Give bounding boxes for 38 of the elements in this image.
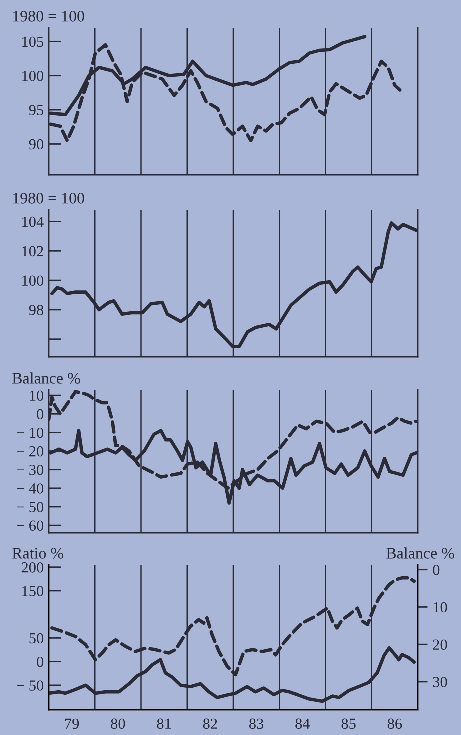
y-tick-label: 102 bbox=[22, 246, 44, 257]
y-tick-label: 98 bbox=[29, 305, 44, 316]
y-tick-label: − 40 bbox=[17, 484, 44, 494]
y-tick-label: − 60 bbox=[17, 520, 44, 532]
y-tick-label: − 50 bbox=[17, 680, 44, 691]
y-tick-label: − 20 bbox=[17, 446, 44, 457]
y-tick-label: 90 bbox=[29, 139, 44, 150]
y2-tick-label: 20 bbox=[433, 640, 448, 650]
y-tick-label: 0 bbox=[37, 409, 44, 420]
y-tick-label: 104 bbox=[22, 216, 44, 228]
y-axis-title: Balance % bbox=[12, 372, 80, 384]
y2-tick-label: 0 bbox=[433, 565, 440, 576]
x-tick-label: 81 bbox=[157, 718, 172, 730]
y-tick-label: − 50 bbox=[17, 502, 44, 512]
y-tick-label: − 10 bbox=[17, 428, 44, 438]
y-tick-label: 10 bbox=[30, 390, 44, 402]
y-tick-label: 0 bbox=[37, 656, 44, 668]
y2-tick-label: 10 bbox=[434, 602, 448, 613]
y-axis-title: 1980 = 100 bbox=[14, 193, 84, 204]
y-tick-label: 100 bbox=[22, 71, 44, 82]
x-tick-label: 82 bbox=[203, 718, 218, 730]
x-tick-label: 80 bbox=[111, 718, 126, 730]
y-axis-title: Ratio % bbox=[12, 548, 64, 559]
y-tick-label: 50 bbox=[30, 633, 44, 644]
y-tick-label: 200 bbox=[22, 562, 44, 573]
x-tick-label: 79 bbox=[65, 718, 80, 730]
y-tick-label: − 30 bbox=[17, 465, 44, 476]
y2-axis-title: Balance % bbox=[386, 548, 454, 559]
y-tick-label: 95 bbox=[29, 105, 44, 116]
y-axis-title: 1980 = 100 bbox=[14, 11, 84, 22]
x-tick-label: 83 bbox=[250, 718, 264, 730]
y-tick-label: 150 bbox=[22, 586, 44, 596]
x-tick-label: 84 bbox=[296, 718, 310, 730]
x-tick-label: 86 bbox=[388, 718, 402, 730]
y-tick-label: 105 bbox=[22, 36, 44, 48]
y2-tick-label: 30 bbox=[433, 677, 448, 688]
x-tick-label: 85 bbox=[342, 718, 356, 730]
y-tick-label: 100 bbox=[22, 276, 44, 286]
